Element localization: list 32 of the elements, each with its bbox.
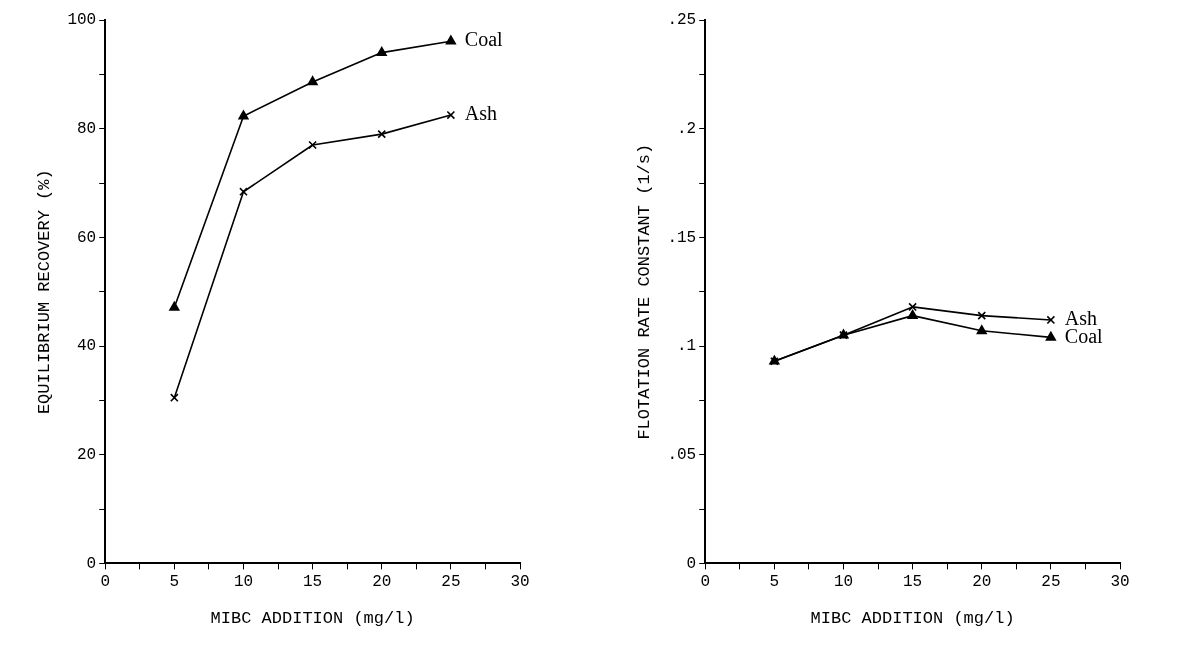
x-axis-title: MIBC ADDITION (mg/l) bbox=[810, 609, 1015, 629]
y-tick-label: .25 bbox=[667, 11, 697, 30]
y-tick-label: .15 bbox=[667, 228, 697, 247]
series-label: Ash bbox=[464, 102, 498, 125]
y-axis-title: FLOTATION RATE CONSTANT (1/s) bbox=[634, 143, 654, 440]
y-tick-label: 0 bbox=[86, 554, 97, 573]
y-tick-label: 100 bbox=[67, 11, 97, 30]
x-tick-label: 5 bbox=[769, 573, 780, 592]
y-tick-label: .2 bbox=[677, 119, 697, 138]
y-tick-label: .05 bbox=[667, 445, 697, 464]
x-tick-label: 30 bbox=[1110, 573, 1130, 592]
series-label: Coal bbox=[464, 28, 504, 51]
x-tick-label: 0 bbox=[700, 573, 711, 592]
y-tick-label: .1 bbox=[677, 337, 697, 356]
x-tick-label: 10 bbox=[233, 573, 254, 592]
x-tick-label: 25 bbox=[1041, 573, 1061, 592]
y-axis-title: EQUILIBRIUM RECOVERY (%) bbox=[34, 169, 54, 415]
x-tick-label: 20 bbox=[972, 573, 992, 592]
x-axis-title: MIBC ADDITION (mg/l) bbox=[210, 609, 415, 629]
x-tick-label: 5 bbox=[169, 573, 180, 592]
y-tick-label: 60 bbox=[77, 228, 97, 247]
x-tick-label: 15 bbox=[303, 573, 323, 592]
y-tick-label: 40 bbox=[77, 337, 97, 356]
x-tick-label: 30 bbox=[510, 573, 530, 592]
x-tick-label: 20 bbox=[372, 573, 392, 592]
y-tick-label: 80 bbox=[77, 119, 97, 138]
x-tick-label: 25 bbox=[441, 573, 461, 592]
x-tick-label: 15 bbox=[903, 573, 923, 592]
y-tick-label: 0 bbox=[686, 554, 697, 573]
y-tick-label: 20 bbox=[77, 445, 97, 464]
x-tick-label: 0 bbox=[100, 573, 111, 592]
x-tick-label: 10 bbox=[833, 573, 854, 592]
